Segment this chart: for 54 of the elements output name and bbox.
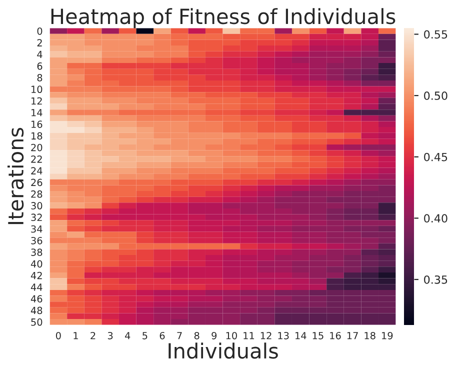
y-tick-label: 32: [31, 214, 42, 222]
chart-title: Heatmap of Fitness of Individuals: [51, 8, 396, 28]
x-tick-label: 15: [312, 332, 324, 340]
y-tick-label: 48: [30, 306, 42, 314]
x-tick-label: 16: [330, 332, 341, 340]
color-bar-label: 0.45: [424, 152, 448, 162]
x-tick-label: 9: [212, 332, 217, 340]
y-tick-label: 6: [37, 62, 42, 70]
x-tick-label: 18: [364, 332, 376, 340]
y-tick-label: 26: [31, 178, 42, 186]
x-tick-label: 3: [108, 332, 113, 340]
x-tick-label: 12: [260, 332, 272, 340]
y-tick-label: 42: [30, 272, 42, 280]
x-tick-label: 8: [194, 332, 200, 340]
y-tick-label: 20: [31, 144, 42, 152]
x-tick-label: 11: [244, 332, 254, 340]
y-tick-label: 24: [31, 167, 42, 174]
x-tick-label: 19: [382, 332, 393, 340]
y-axis-title: Iterations: [8, 128, 24, 224]
y-tick-label: 38: [31, 248, 42, 256]
y-tick-label: 40: [30, 260, 42, 268]
x-axis-title: Individuals: [168, 342, 278, 359]
x-tick-label: 4: [125, 332, 130, 340]
y-tick-label: 0: [37, 27, 42, 35]
x-tick-label: 2: [90, 332, 96, 340]
y-tick-label: 8: [37, 74, 42, 82]
y-tick-label: 18: [32, 132, 42, 140]
y-tick-label: 2: [37, 39, 42, 46]
y-tick-label: 10: [32, 86, 42, 94]
y-tick-label: 16: [32, 120, 42, 128]
y-tick-label: 28: [31, 190, 42, 198]
y-tick-label: 12: [32, 97, 42, 105]
x-tick-label: 17: [347, 332, 358, 340]
x-tick-label: 14: [296, 332, 306, 340]
x-tick-label: 6: [160, 332, 165, 340]
y-tick-label: 36: [31, 236, 42, 244]
y-tick-label: 14: [32, 109, 42, 116]
y-tick-label: 22: [31, 156, 42, 163]
x-tick-label: 5: [142, 332, 148, 340]
color-bar-label: 0.40: [424, 214, 448, 223]
color-bar-label: 0.55: [424, 30, 448, 39]
x-tick-label: 1: [74, 332, 78, 340]
x-tick-label: 0: [56, 332, 61, 340]
y-tick-label: 34: [31, 225, 42, 233]
x-tick-label: 7: [177, 332, 182, 340]
color-bar-label: 0.35: [424, 275, 448, 284]
y-tick-label: 44: [30, 284, 42, 291]
x-tick-label: 13: [278, 332, 289, 340]
x-tick-label: 10: [226, 332, 237, 340]
y-tick-label: 30: [31, 202, 42, 210]
y-tick-label: 46: [30, 295, 42, 302]
color-bar-label: 0.50: [424, 92, 448, 100]
y-tick-label: 4: [37, 50, 42, 58]
y-tick-label: 50: [31, 318, 42, 326]
